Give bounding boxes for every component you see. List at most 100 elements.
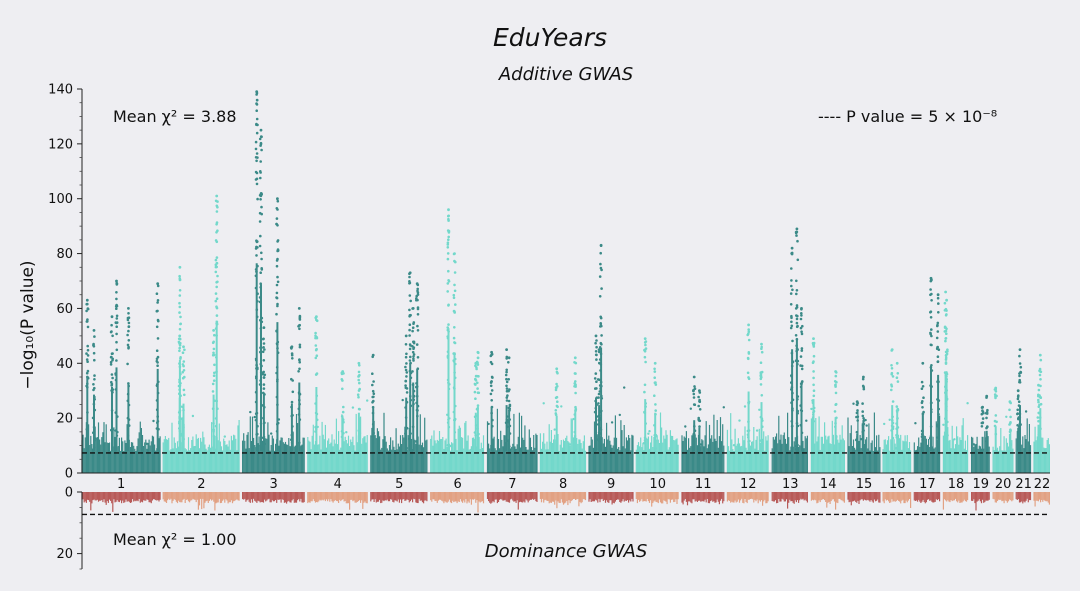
snp-point [556, 405, 559, 409]
snp-point [260, 212, 264, 216]
snp-point [405, 387, 409, 390]
snp-point [152, 419, 155, 423]
snp-point [856, 419, 859, 422]
snp-point [653, 394, 656, 398]
snp-point [505, 368, 509, 372]
snp-point [833, 380, 837, 383]
snp-point [1016, 397, 1020, 401]
snp-point [799, 326, 803, 330]
peak-point [855, 400, 859, 404]
snp-point [747, 357, 750, 361]
snp-point [920, 387, 924, 391]
chromosome-label-21: 21 [1015, 477, 1032, 492]
snp-point [936, 355, 940, 359]
snp-point [490, 389, 494, 392]
snp-point [260, 148, 263, 152]
snp-point [454, 303, 457, 306]
snp-point [298, 314, 302, 318]
snp-point [594, 341, 597, 345]
snp-point [914, 422, 917, 425]
peak-point [1038, 353, 1042, 357]
snp-point [643, 355, 647, 359]
chromosome-18-additive-series [942, 290, 969, 473]
snp-point [855, 430, 859, 434]
snp-point [801, 380, 804, 383]
snp-point [110, 323, 113, 327]
snp-point [1039, 378, 1042, 381]
snp-point [966, 402, 969, 405]
snp-point [255, 177, 259, 181]
snp-point [573, 361, 576, 364]
peak-point [760, 342, 763, 346]
snp-point [890, 383, 893, 387]
snp-point [181, 370, 184, 374]
snp-point [1016, 412, 1019, 415]
snp-point [489, 354, 493, 358]
peak-point [255, 90, 259, 94]
snp-point [982, 411, 985, 415]
snp-point [789, 326, 793, 330]
chromosome-20-additive-series [992, 386, 1014, 473]
peak-point [404, 334, 408, 338]
snp-point [574, 391, 577, 395]
snp-point [179, 315, 182, 319]
chromosome-8-additive-series [539, 356, 587, 473]
snp-point [314, 373, 318, 376]
snp-point [647, 432, 650, 435]
snp-point [215, 256, 219, 259]
dominance-subtitle: Dominance GWAS [485, 541, 648, 562]
chromosome-11-dominance-series [681, 492, 725, 506]
snp-point [861, 414, 865, 418]
chromosome-12-additive-series [726, 323, 769, 473]
snp-point [598, 378, 601, 382]
snp-point [86, 307, 90, 311]
snp-point [1037, 393, 1040, 397]
peak-point [599, 243, 603, 247]
snp-point [891, 375, 895, 378]
snp-point [810, 407, 813, 411]
peak-point [795, 227, 799, 231]
snp-point [111, 357, 114, 361]
snp-point [692, 403, 696, 406]
chromosome-label-9: 9 [607, 477, 615, 492]
chromosome-label-14: 14 [820, 477, 837, 492]
snp-point [812, 370, 815, 373]
chromosome-label-6: 6 [453, 477, 461, 492]
snp-point [447, 323, 450, 326]
snp-point [597, 396, 600, 399]
snp-point [654, 403, 657, 406]
snp-point [260, 193, 264, 196]
snp-point [357, 378, 361, 382]
snp-point [405, 362, 408, 365]
snp-point [453, 341, 456, 344]
snp-point [408, 281, 412, 285]
snp-point [1009, 415, 1012, 419]
chromosome-label-8: 8 [559, 477, 567, 492]
snp-point [259, 171, 262, 174]
snp-point [215, 221, 219, 224]
snp-point [254, 147, 258, 151]
chromosome-label-2: 2 [197, 477, 205, 492]
snp-point [896, 409, 899, 413]
snp-point [275, 217, 279, 220]
snp-point [446, 257, 450, 261]
snp-point [215, 240, 219, 244]
snp-point [178, 274, 181, 278]
chromosome-13-additive-series [771, 227, 809, 473]
snp-point [1005, 415, 1008, 418]
snp-point [861, 402, 864, 405]
snp-point [789, 292, 793, 295]
snp-point [314, 334, 317, 338]
chromosome-15-dominance-series [847, 492, 881, 506]
snp-point [1008, 408, 1011, 412]
chromosome-13-dominance-series [771, 492, 809, 509]
snp-point [291, 390, 295, 394]
chromosome-10-additive-series [635, 337, 679, 473]
snp-point [256, 123, 259, 127]
snp-point [110, 355, 113, 359]
snp-point [920, 380, 924, 384]
snp-point [126, 333, 129, 337]
snp-point [446, 326, 450, 329]
snp-point [255, 131, 259, 135]
snp-point [890, 364, 893, 367]
